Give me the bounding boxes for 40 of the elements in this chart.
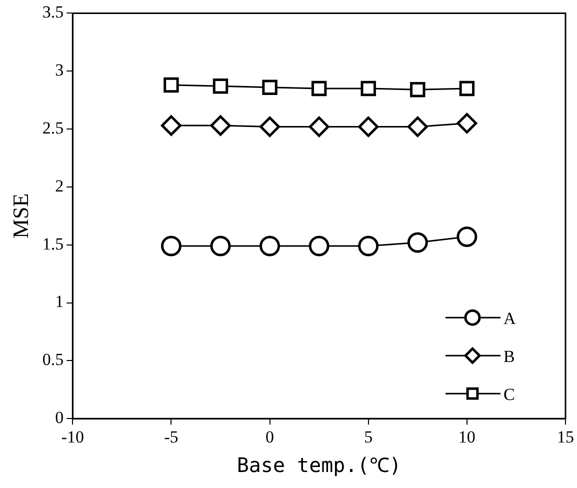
y-tick-label: 0.5 [42,350,64,370]
y-tick-label: 2.5 [42,118,64,138]
point [410,82,426,98]
point [262,80,278,95]
x-tick-label: 5 [364,427,373,446]
y-tick-label: 3.5 [42,2,64,22]
point [210,115,231,136]
point [260,236,280,256]
point [164,77,179,93]
point [407,232,428,253]
y-axis-title: MSE [8,193,33,239]
point [358,116,379,137]
point [212,78,228,94]
point [308,116,330,137]
x-tick-label: 10 [458,427,476,446]
point [358,236,379,256]
legend-label: B [504,347,515,366]
y-tick-label: 2 [55,176,64,196]
x-tick-label: -10 [61,427,84,446]
y-tick-label: 1.5 [42,234,64,254]
x-axis-title: Base temp.(℃) [236,453,402,478]
point [456,226,478,247]
point [360,80,376,96]
point [210,236,231,256]
legend-label: A [504,309,516,328]
point [160,115,182,136]
legend-label: C [504,385,515,404]
y-tick-label: 1 [55,292,64,312]
point [308,236,330,256]
y-tick-label: 3 [55,60,64,80]
point [160,236,182,256]
y-tick-label: 0 [55,408,64,428]
point [311,80,327,96]
point [459,80,475,96]
x-tick-label: 15 [557,427,574,446]
point [456,112,478,134]
point [260,116,280,137]
point [407,116,428,137]
x-tick-label: 0 [266,427,274,446]
x-tick-label: -5 [164,427,178,446]
